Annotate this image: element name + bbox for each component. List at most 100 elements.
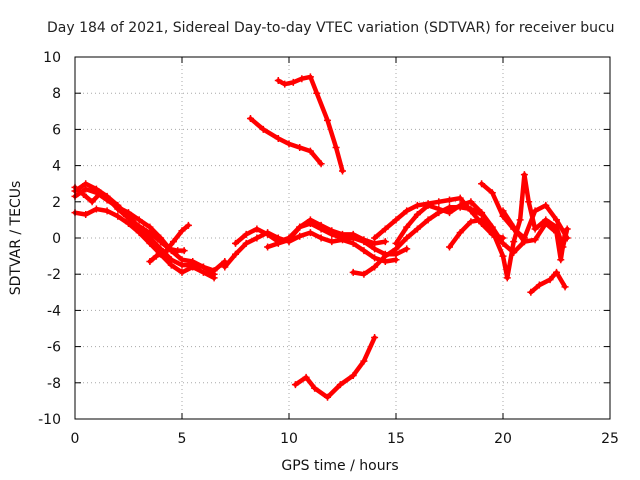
data-point-marker [371,263,379,271]
data-point-marker [553,216,560,224]
data-point-marker [456,201,464,209]
data-point-marker [306,229,314,237]
data-point-marker [424,201,432,209]
data-point-marker [311,384,319,392]
data-point-marker [221,263,229,271]
data-point-marker [105,196,113,204]
data-point-marker [135,229,143,237]
data-point-marker [339,230,346,238]
data-point-marker [456,194,464,202]
data-point-marker [313,89,321,97]
data-point-marker [557,256,565,264]
data-point-marker [371,254,379,262]
data-point-marker [92,205,100,213]
data-point-marker [446,196,453,204]
x-axis-title: GPS time / hours [281,458,398,474]
data-point-marker [167,261,175,269]
data-point-marker [317,234,325,242]
y-tick-label: -2 [47,267,61,283]
data-point-marker [360,247,368,255]
data-point-marker [371,234,379,242]
chart-title: Day 184 of 2021, Sidereal Day-to-day VTE… [47,20,615,36]
series-layer [71,73,571,401]
data-point-marker [478,180,486,188]
y-tick-label: 6 [52,122,61,138]
data-point-marker [82,210,90,218]
y-tick-label: -4 [47,303,61,319]
data-point-marker [381,225,389,233]
data-point-marker [478,216,486,224]
data-point-marker [122,212,130,220]
data-point-marker [289,78,297,86]
data-point-marker [242,239,250,247]
data-point-marker [114,212,122,220]
data-point-marker [360,236,368,244]
data-point-marker [148,230,156,238]
series-track-h [264,216,389,251]
data-point-marker [178,256,186,264]
data-point-marker [174,247,182,255]
data-point-marker [360,270,368,278]
data-point-marker [446,209,453,217]
data-point-marker [563,225,571,233]
data-point-marker [324,116,332,124]
data-point-marker [535,281,543,289]
data-point-marker [531,225,539,233]
data-point-marker [306,216,314,224]
y-tick-label: 4 [52,159,61,175]
data-point-marker [488,189,496,197]
series-line [500,208,568,262]
series-track-c [71,205,218,282]
x-tick-label: 5 [178,431,187,447]
data-point-marker [503,274,511,282]
data-point-marker [285,140,293,148]
data-point-marker [114,205,122,213]
data-point-marker [210,274,218,282]
data-point-marker [189,263,197,271]
data-point-marker [317,160,325,168]
data-point-marker [561,229,569,237]
data-point-marker [281,80,289,88]
data-point-marker [274,239,282,247]
data-point-marker [125,220,132,228]
data-point-marker [298,75,306,83]
data-point-marker [146,258,154,266]
data-point-marker [306,73,314,81]
x-tick-label: 15 [387,431,405,447]
data-point-marker [403,207,411,215]
series-track-p [274,73,346,175]
data-point-marker [499,252,507,260]
data-point-marker [488,227,496,235]
data-point-marker [328,227,336,235]
data-point-marker [499,239,507,247]
data-point-marker [246,115,254,123]
data-point-marker [467,198,475,206]
data-point-marker [381,252,389,260]
data-point-marker [139,225,147,233]
data-point-marker [435,198,443,206]
data-point-marker [339,167,346,175]
data-point-marker [546,276,554,284]
data-point-marker [80,191,88,199]
data-point-marker [157,238,165,246]
data-point-marker [291,381,299,389]
data-point-marker [403,223,411,231]
series-line [293,335,377,400]
data-point-marker [82,185,90,193]
data-point-marker [446,243,453,251]
data-point-marker [336,381,344,389]
data-point-marker [381,238,389,246]
data-point-marker [242,230,250,238]
data-point-marker [161,248,169,256]
y-tick-label: 2 [52,195,61,211]
data-point-marker [516,216,524,224]
data-point-marker [199,268,207,276]
y-tick-label: 8 [52,86,61,102]
data-point-marker [553,229,560,237]
data-point-marker [371,334,379,342]
series-track-k [392,198,528,256]
data-point-marker [296,223,304,231]
data-point-marker [264,230,272,238]
